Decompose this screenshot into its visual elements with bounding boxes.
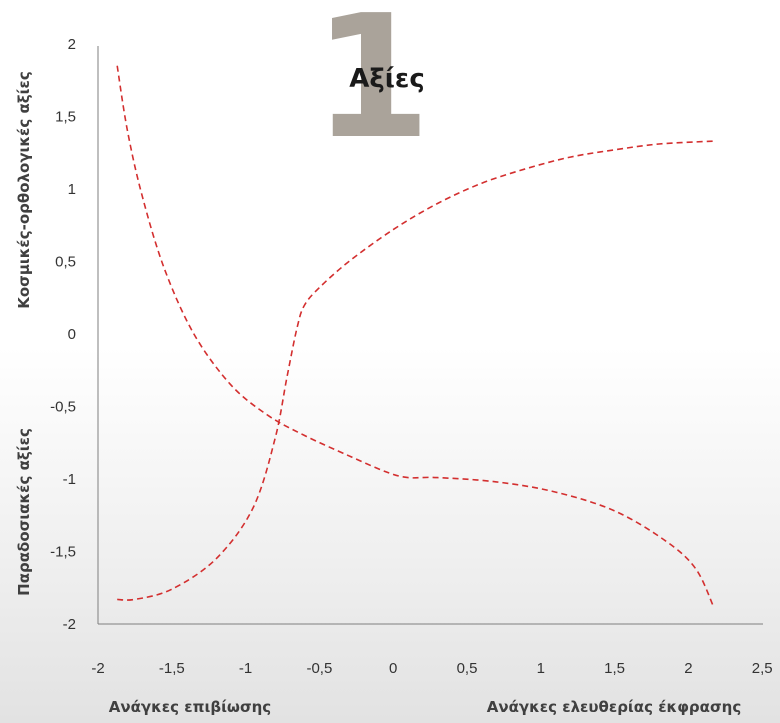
y-tick-label: -0,5 bbox=[50, 399, 76, 416]
y-tick-label: 1 bbox=[68, 181, 76, 198]
series-line-1 bbox=[116, 65, 715, 607]
x-tick-label: 1,5 bbox=[604, 660, 625, 677]
chart-badge: 1 bbox=[313, 0, 431, 177]
series-layer bbox=[116, 65, 715, 607]
y-tick-label: 2 bbox=[68, 36, 76, 53]
x-tick-label: 0,5 bbox=[457, 660, 478, 677]
x-tick-label: -1,5 bbox=[159, 660, 185, 677]
x-tick-label: 2,5 bbox=[752, 660, 773, 677]
x-tick-label: -1 bbox=[239, 660, 252, 677]
x-tick-labels: -2 -1,5 -1 -0,5 0 0,5 1 1,5 2 2,5 bbox=[91, 660, 772, 677]
x-tick-label: 1 bbox=[537, 660, 545, 677]
x-tick-label: 0 bbox=[389, 660, 397, 677]
y-tick-label: 1,5 bbox=[55, 109, 76, 126]
y-tick-label: 0 bbox=[68, 326, 76, 343]
x-tick-label: -2 bbox=[91, 660, 104, 677]
x-axis-label-right: Ανάγκες ελευθερίας έκφρασης bbox=[487, 698, 741, 716]
y-tick-label: 0,5 bbox=[55, 254, 76, 271]
y-tick-label: -2 bbox=[63, 616, 76, 633]
chart-title: Αξίες bbox=[349, 64, 425, 94]
x-axis-label-left: Ανάγκες επιβίωσης bbox=[109, 698, 271, 716]
y-tick-label: -1 bbox=[63, 471, 76, 488]
x-tick-label: 2 bbox=[684, 660, 692, 677]
series-line-2 bbox=[117, 140, 714, 601]
y-tick-labels: 2 1,5 1 0,5 0 -0,5 -1 -1,5 -2 bbox=[50, 36, 76, 633]
badge-number: 1 bbox=[313, 0, 431, 177]
x-tick-label: -0,5 bbox=[306, 660, 332, 677]
y-axis-label-top: Κοσμικές-ορθολογικές αξίες bbox=[15, 71, 33, 309]
y-axis-label-bottom: Παραδοσιακές αξίες bbox=[15, 428, 33, 596]
y-tick-label: -1,5 bbox=[50, 544, 76, 561]
